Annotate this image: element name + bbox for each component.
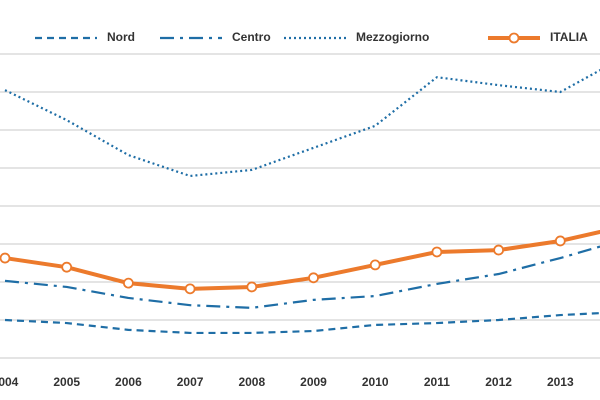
point <box>61 261 73 273</box>
x-tick-label: 2010 <box>362 375 389 389</box>
point <box>554 235 566 247</box>
x-tick-label: 2004 <box>0 375 19 389</box>
point <box>308 272 319 284</box>
point <box>122 277 134 289</box>
x-tick-label: 2006 <box>115 375 142 389</box>
legend-label: ITALIA <box>550 30 588 44</box>
x-tick-label: 2008 <box>238 375 265 389</box>
point <box>0 252 11 264</box>
legend-item: Nord <box>35 30 135 44</box>
point <box>184 283 196 295</box>
point <box>246 281 258 293</box>
legend-label: Centro <box>232 30 271 44</box>
point <box>369 259 381 271</box>
legend-item: Mezzogiorno <box>284 30 429 44</box>
x-tick-label: 2013 <box>547 375 574 389</box>
series-line <box>4 68 600 178</box>
legend-label: Mezzogiorno <box>356 30 429 44</box>
legend-label: Nord <box>107 30 135 44</box>
point <box>431 246 443 258</box>
x-tick-label: 2009 <box>300 375 327 389</box>
series-line <box>4 229 600 291</box>
legend-item: ITALIA <box>488 30 588 44</box>
legend-marker <box>508 32 520 44</box>
point <box>493 244 505 256</box>
series-line <box>4 312 600 335</box>
legend-item: Centro <box>160 30 271 44</box>
x-tick-label: 2007 <box>177 375 204 389</box>
x-tick-label: 2011 <box>424 375 450 389</box>
x-tick-label: 2012 <box>485 375 512 389</box>
x-tick-label: 2005 <box>53 375 80 389</box>
series-line <box>4 245 600 309</box>
